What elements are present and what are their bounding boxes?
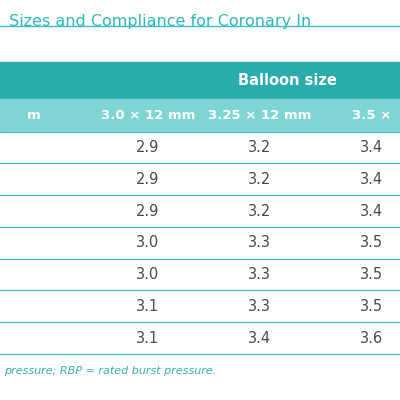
Text: 3.0: 3.0 <box>136 235 160 250</box>
Text: 2.9: 2.9 <box>136 140 160 155</box>
Bar <box>0 259 400 290</box>
Bar <box>0 322 400 354</box>
Text: 3.4: 3.4 <box>360 172 383 187</box>
Text: Balloon size: Balloon size <box>238 73 337 88</box>
Text: pressure; RBP = rated burst pressure.: pressure; RBP = rated burst pressure. <box>4 366 216 376</box>
Bar <box>0 227 400 259</box>
Text: 3.6: 3.6 <box>360 331 383 346</box>
Text: 3.4: 3.4 <box>360 204 383 218</box>
Text: 2.9: 2.9 <box>136 172 160 187</box>
Text: m: m <box>27 109 41 122</box>
Bar <box>0 195 400 227</box>
Text: 3.3: 3.3 <box>248 267 271 282</box>
Text: 3.1: 3.1 <box>136 331 160 346</box>
Bar <box>0 132 400 163</box>
Bar <box>0 290 400 322</box>
Text: 3.1: 3.1 <box>136 299 160 314</box>
Bar <box>0 99 400 132</box>
Text: 3.2: 3.2 <box>248 172 271 187</box>
Bar <box>0 163 400 195</box>
Text: 3.0 × 12 mm: 3.0 × 12 mm <box>101 109 195 122</box>
Text: 3.3: 3.3 <box>248 299 271 314</box>
Bar <box>0 62 400 99</box>
Text: 3.4: 3.4 <box>360 140 383 155</box>
Text: 3.5: 3.5 <box>360 299 383 314</box>
Text: 3.0: 3.0 <box>136 267 160 282</box>
Text: 2.9: 2.9 <box>136 204 160 218</box>
Text: 3.4: 3.4 <box>248 331 271 346</box>
Text: 3.2: 3.2 <box>248 204 271 218</box>
Text: 3.5: 3.5 <box>360 235 383 250</box>
Text: Sizes and Compliance for Coronary In: Sizes and Compliance for Coronary In <box>4 14 311 29</box>
Text: 3.5: 3.5 <box>360 267 383 282</box>
Text: 3.2: 3.2 <box>248 140 271 155</box>
Text: 3.25 × 12 mm: 3.25 × 12 mm <box>208 109 312 122</box>
Text: 3.3: 3.3 <box>248 235 271 250</box>
Text: 3.5 ×: 3.5 × <box>352 109 391 122</box>
